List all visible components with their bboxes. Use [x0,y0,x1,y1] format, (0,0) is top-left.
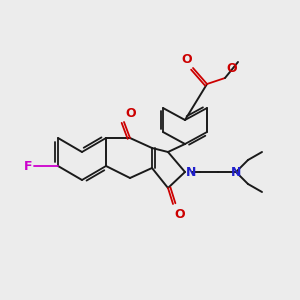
Text: O: O [226,62,237,75]
Text: O: O [174,208,184,221]
Text: O: O [125,107,136,120]
Text: N: N [186,166,196,178]
Text: F: F [23,160,32,172]
Text: N: N [231,166,241,178]
Text: O: O [182,53,192,66]
